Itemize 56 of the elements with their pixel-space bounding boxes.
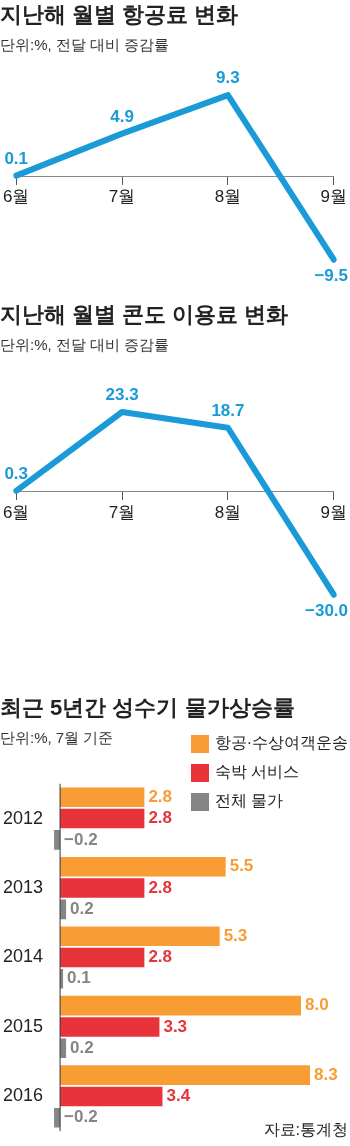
bar: [60, 1086, 163, 1107]
bar: [60, 856, 226, 877]
data-label: 9.3: [216, 68, 240, 88]
x-tick-label: 8월: [214, 502, 242, 522]
data-label: 4.9: [110, 106, 134, 126]
bar: [60, 1065, 310, 1085]
annotation: 자료:통계청: [263, 1120, 348, 1141]
bar: [60, 808, 145, 829]
x-tick-label: 9월: [320, 187, 348, 207]
data-label: 0.3: [4, 464, 29, 484]
data-label: 0.2: [70, 1037, 94, 1057]
data-label: −9.5: [314, 265, 348, 285]
chart-subtitle: 단위:%, 전달 대비 증감률: [0, 336, 171, 355]
data-label: 5.3: [223, 925, 248, 945]
data-label: −0.2: [64, 829, 98, 849]
data-label: 2.8: [148, 877, 173, 897]
legend-label: 항공·수상여객운송: [214, 733, 348, 753]
y-tick-label: 2013: [3, 876, 44, 897]
data-label: 8.3: [314, 1064, 338, 1084]
data-label: 2.8: [148, 786, 173, 806]
data-label: −30.0: [304, 600, 348, 620]
bar: [60, 878, 145, 898]
x-tick-label: 9월: [320, 502, 348, 522]
bar: [60, 947, 145, 968]
data-label: 0.2: [70, 899, 94, 919]
data-label: 0.1: [4, 148, 29, 168]
data-label: 23.3: [105, 385, 139, 405]
y-tick-label: 2012: [3, 807, 44, 828]
chart-title: 지난해 월별 항공료 변화: [0, 1, 240, 29]
y-tick-label: 2015: [3, 1015, 44, 1036]
data-label: 2.8: [148, 947, 173, 967]
data-label: 0.1: [67, 968, 91, 988]
x-tick-label: 6월: [2, 502, 30, 522]
data-label: 5.5: [229, 856, 254, 876]
chart-subtitle: 단위:%, 전달 대비 증감률: [0, 36, 171, 55]
chart-title: 지난해 월별 콘도 이용료 변화: [0, 301, 290, 329]
data-label: 8.0: [304, 995, 329, 1015]
x-tick-label: 8월: [214, 187, 242, 207]
y-tick-label: 2016: [3, 1085, 44, 1106]
bar: [60, 787, 145, 808]
data-label: 18.7: [211, 400, 245, 420]
chart-subtitle: 단위:%, 7월 기준: [0, 729, 114, 746]
legend-label: 숙박 서비스: [214, 762, 300, 782]
chart-title: 최근 5년간 성수기 물가상승률: [0, 694, 296, 722]
data-label: −0.2: [64, 1107, 98, 1127]
x-tick-label: 7월: [108, 502, 136, 522]
data-label: 2.8: [148, 808, 173, 828]
data-label: 3.3: [163, 1016, 188, 1036]
bar: [60, 995, 301, 1016]
data-label: 3.4: [166, 1086, 191, 1106]
x-tick-label: 7월: [108, 187, 136, 207]
x-tick-label: 6월: [2, 187, 30, 207]
legend-label: 전체 물가: [214, 791, 284, 811]
bar: [60, 926, 220, 946]
bar: [60, 1017, 160, 1037]
y-tick-label: 2014: [3, 946, 44, 967]
